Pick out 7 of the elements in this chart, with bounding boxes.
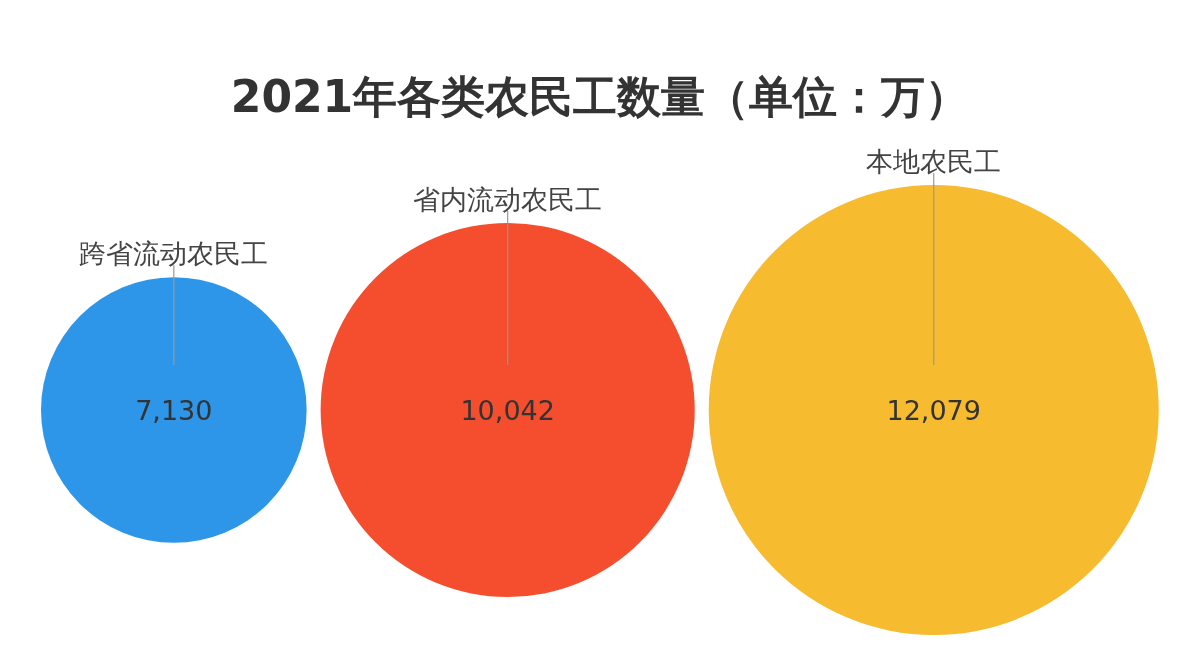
category-label: 本地农民工 bbox=[866, 146, 1002, 177]
category-label: 省内流动农民工 bbox=[413, 183, 603, 215]
category-label: 跨省流动农民工 bbox=[79, 238, 269, 270]
data-label: 10,042 bbox=[460, 395, 555, 426]
data-label: 12,079 bbox=[886, 395, 981, 426]
text: 2021年各类农民工数量（单位：万） bbox=[230, 71, 970, 122]
data-label: 7,130 bbox=[135, 395, 213, 426]
